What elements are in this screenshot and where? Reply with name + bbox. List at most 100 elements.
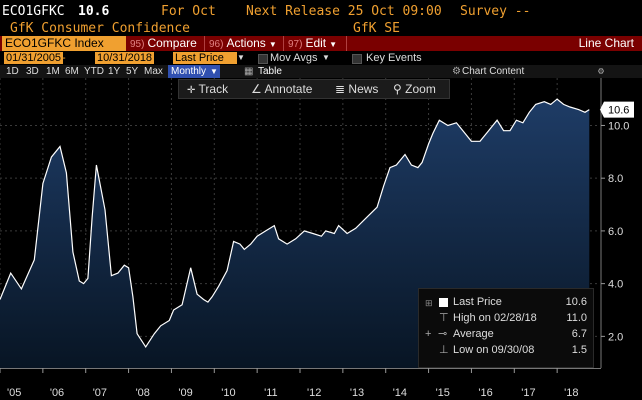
chevron-down-icon[interactable]: ▼ [322,53,330,62]
period-row: 1D 3D 1M 6M YTD 1Y 5Y Max Monthly ▼ ▦ Tab… [0,65,642,78]
legend-low: ⊥ Low on 09/30/08 1.5 [423,343,589,358]
view-title: Line Chart [578,36,634,50]
annotate-label: Annotate [264,82,313,96]
x-tick-label: '13 [350,387,364,399]
x-tick-label: '16 [478,387,492,399]
track-button[interactable]: ✛ Track [187,80,228,98]
key-events-label: Key Events [366,52,422,64]
legend-value: 6.7 [571,328,587,340]
zoom-button[interactable]: ⚲ Zoom [393,80,436,98]
actions-button[interactable]: 96) Actions ▼ [209,36,277,51]
start-date-field[interactable]: 01/31/2005 [4,52,64,64]
legend-last-price: ⊞ Last Price 10.6 [423,295,589,310]
compare-label: Compare [147,36,197,50]
plus-icon: ✛ [187,85,196,96]
period-max[interactable]: Max [144,66,163,77]
period-1m[interactable]: 1M [46,66,60,77]
divider [283,36,284,51]
source-name: GfK SE [353,21,400,36]
chart-content-button[interactable]: Chart Content [462,66,525,77]
news-button[interactable]: ≣ News [335,80,378,98]
divider [204,36,205,51]
period-ytd[interactable]: YTD [84,66,104,77]
news-label: News [348,82,379,96]
period-1d[interactable]: 1D [6,66,19,77]
legend-value: 1.5 [571,344,587,356]
legend-average: + ⊸ Average 6.7 [423,327,589,342]
subheader-row: GfK Consumer Confidence GfK SE [0,20,642,36]
annotate-button[interactable]: ∠ Annotate [251,80,312,98]
sliders-icon: ⚙ [452,66,461,77]
frequency-select[interactable]: Monthly ▼ [168,65,220,78]
swatch-icon [439,298,448,307]
mov-avgs-checkbox[interactable] [258,54,268,64]
field-select[interactable]: Last Price [173,52,237,64]
y-axis: 2.0 4.0 6.0 8.0 10.0 [600,78,629,368]
legend-value: 11.0 [566,312,587,324]
frequency-label: Monthly [171,66,207,77]
edit-button[interactable]: 97) Edit ▼ [288,36,337,51]
command-bar: ECO1GFKC Index 95) Compare 96) Actions ▼ 97… [0,36,642,51]
table-button[interactable]: Table [258,66,282,77]
table-icon: ▦ [244,66,254,77]
x-axis: '05 '06 '07 '08 '09 '10 '11 '12 '13 '14 '15 '16 '17 '… [0,368,601,399]
y-tick-label: 6.0 [608,226,623,238]
next-release: Next Release 25 Oct 09:00 [246,4,442,19]
x-tick-label: '18 [564,387,578,399]
for-period: For Oct [161,4,216,19]
y-tick-label: 8.0 [608,173,623,185]
pencil-icon: ∠ [251,82,262,96]
chevron-down-icon: ▼ [268,40,277,49]
x-tick-label: '05 [7,387,21,399]
key-events-checkbox[interactable] [352,54,362,64]
x-tick-label: '15 [436,387,450,399]
zoom-label: Zoom [405,82,436,96]
mov-avgs-label: Mov Avgs [270,52,318,64]
compare-button[interactable]: 95) Compare [130,36,197,51]
date-range-row: 01/31/2005 - 10/31/2018 Last Price ▼ Mov… [0,51,642,65]
gear-icon[interactable]: ⚙ [597,66,604,77]
x-tick-label: '07 [93,387,107,399]
x-tick-label: '17 [521,387,535,399]
chevron-down-icon[interactable]: ▼ [237,53,245,62]
magnifier-icon: ⚲ [393,82,402,96]
series-name: GfK Consumer Confidence [10,21,191,36]
track-label: Track [198,82,229,96]
divider [346,36,347,51]
legend-value: 10.6 [565,296,587,308]
actions-number: 96) [209,39,224,50]
period-3d[interactable]: 3D [26,66,39,77]
x-tick-label: '08 [136,387,150,399]
x-tick-label: '11 [264,387,278,399]
high-icon: ⊤ [439,312,449,324]
x-tick-label: '09 [178,387,192,399]
actions-label: Actions [226,36,266,50]
security-field[interactable]: ECO1GFKC Index [2,36,126,51]
chart-legend[interactable]: ⊞ Last Price 10.6 ⊤ High on 02/28/18 11.… [418,288,594,368]
legend-label: High on 02/28/18 [453,312,537,324]
legend-label: Average [453,328,494,340]
legend-label: Last Price [453,296,502,308]
field-select-label: Last Price [175,52,224,64]
series-line [0,98,590,348]
period-1y[interactable]: 1Y [108,66,121,77]
compare-number: 95) [130,39,145,50]
survey: Survey -- [460,4,531,19]
period-6m[interactable]: 6M [65,66,79,77]
average-icon: ⊸ [438,328,448,340]
end-date-field[interactable]: 10/31/2018 [95,52,155,64]
news-icon: ≣ [335,82,346,96]
x-tick-label: '14 [393,387,407,399]
period-5y[interactable]: 5Y [126,66,139,77]
y-tick-label: 2.0 [608,331,623,343]
edit-number: 97) [288,39,303,50]
date-dash: - [62,52,66,64]
legend-label: Low on 09/30/08 [453,344,535,356]
chevron-down-icon: ▼ [210,67,218,76]
x-tick-label: '10 [221,387,235,399]
y-tick-label: 10.0 [608,120,629,132]
current-value-label: 10.6 [608,105,629,117]
chart-toolbar: ✛ Track ∠ Annotate ≣ News ⚲ Zoom [178,79,450,99]
line-chart[interactable]: 2.0 4.0 6.0 8.0 10.0 '05 '06 '07 '08 '09 '10 '11 '1… [0,78,642,400]
ticker-code: ECO1GFKC [2,4,65,19]
